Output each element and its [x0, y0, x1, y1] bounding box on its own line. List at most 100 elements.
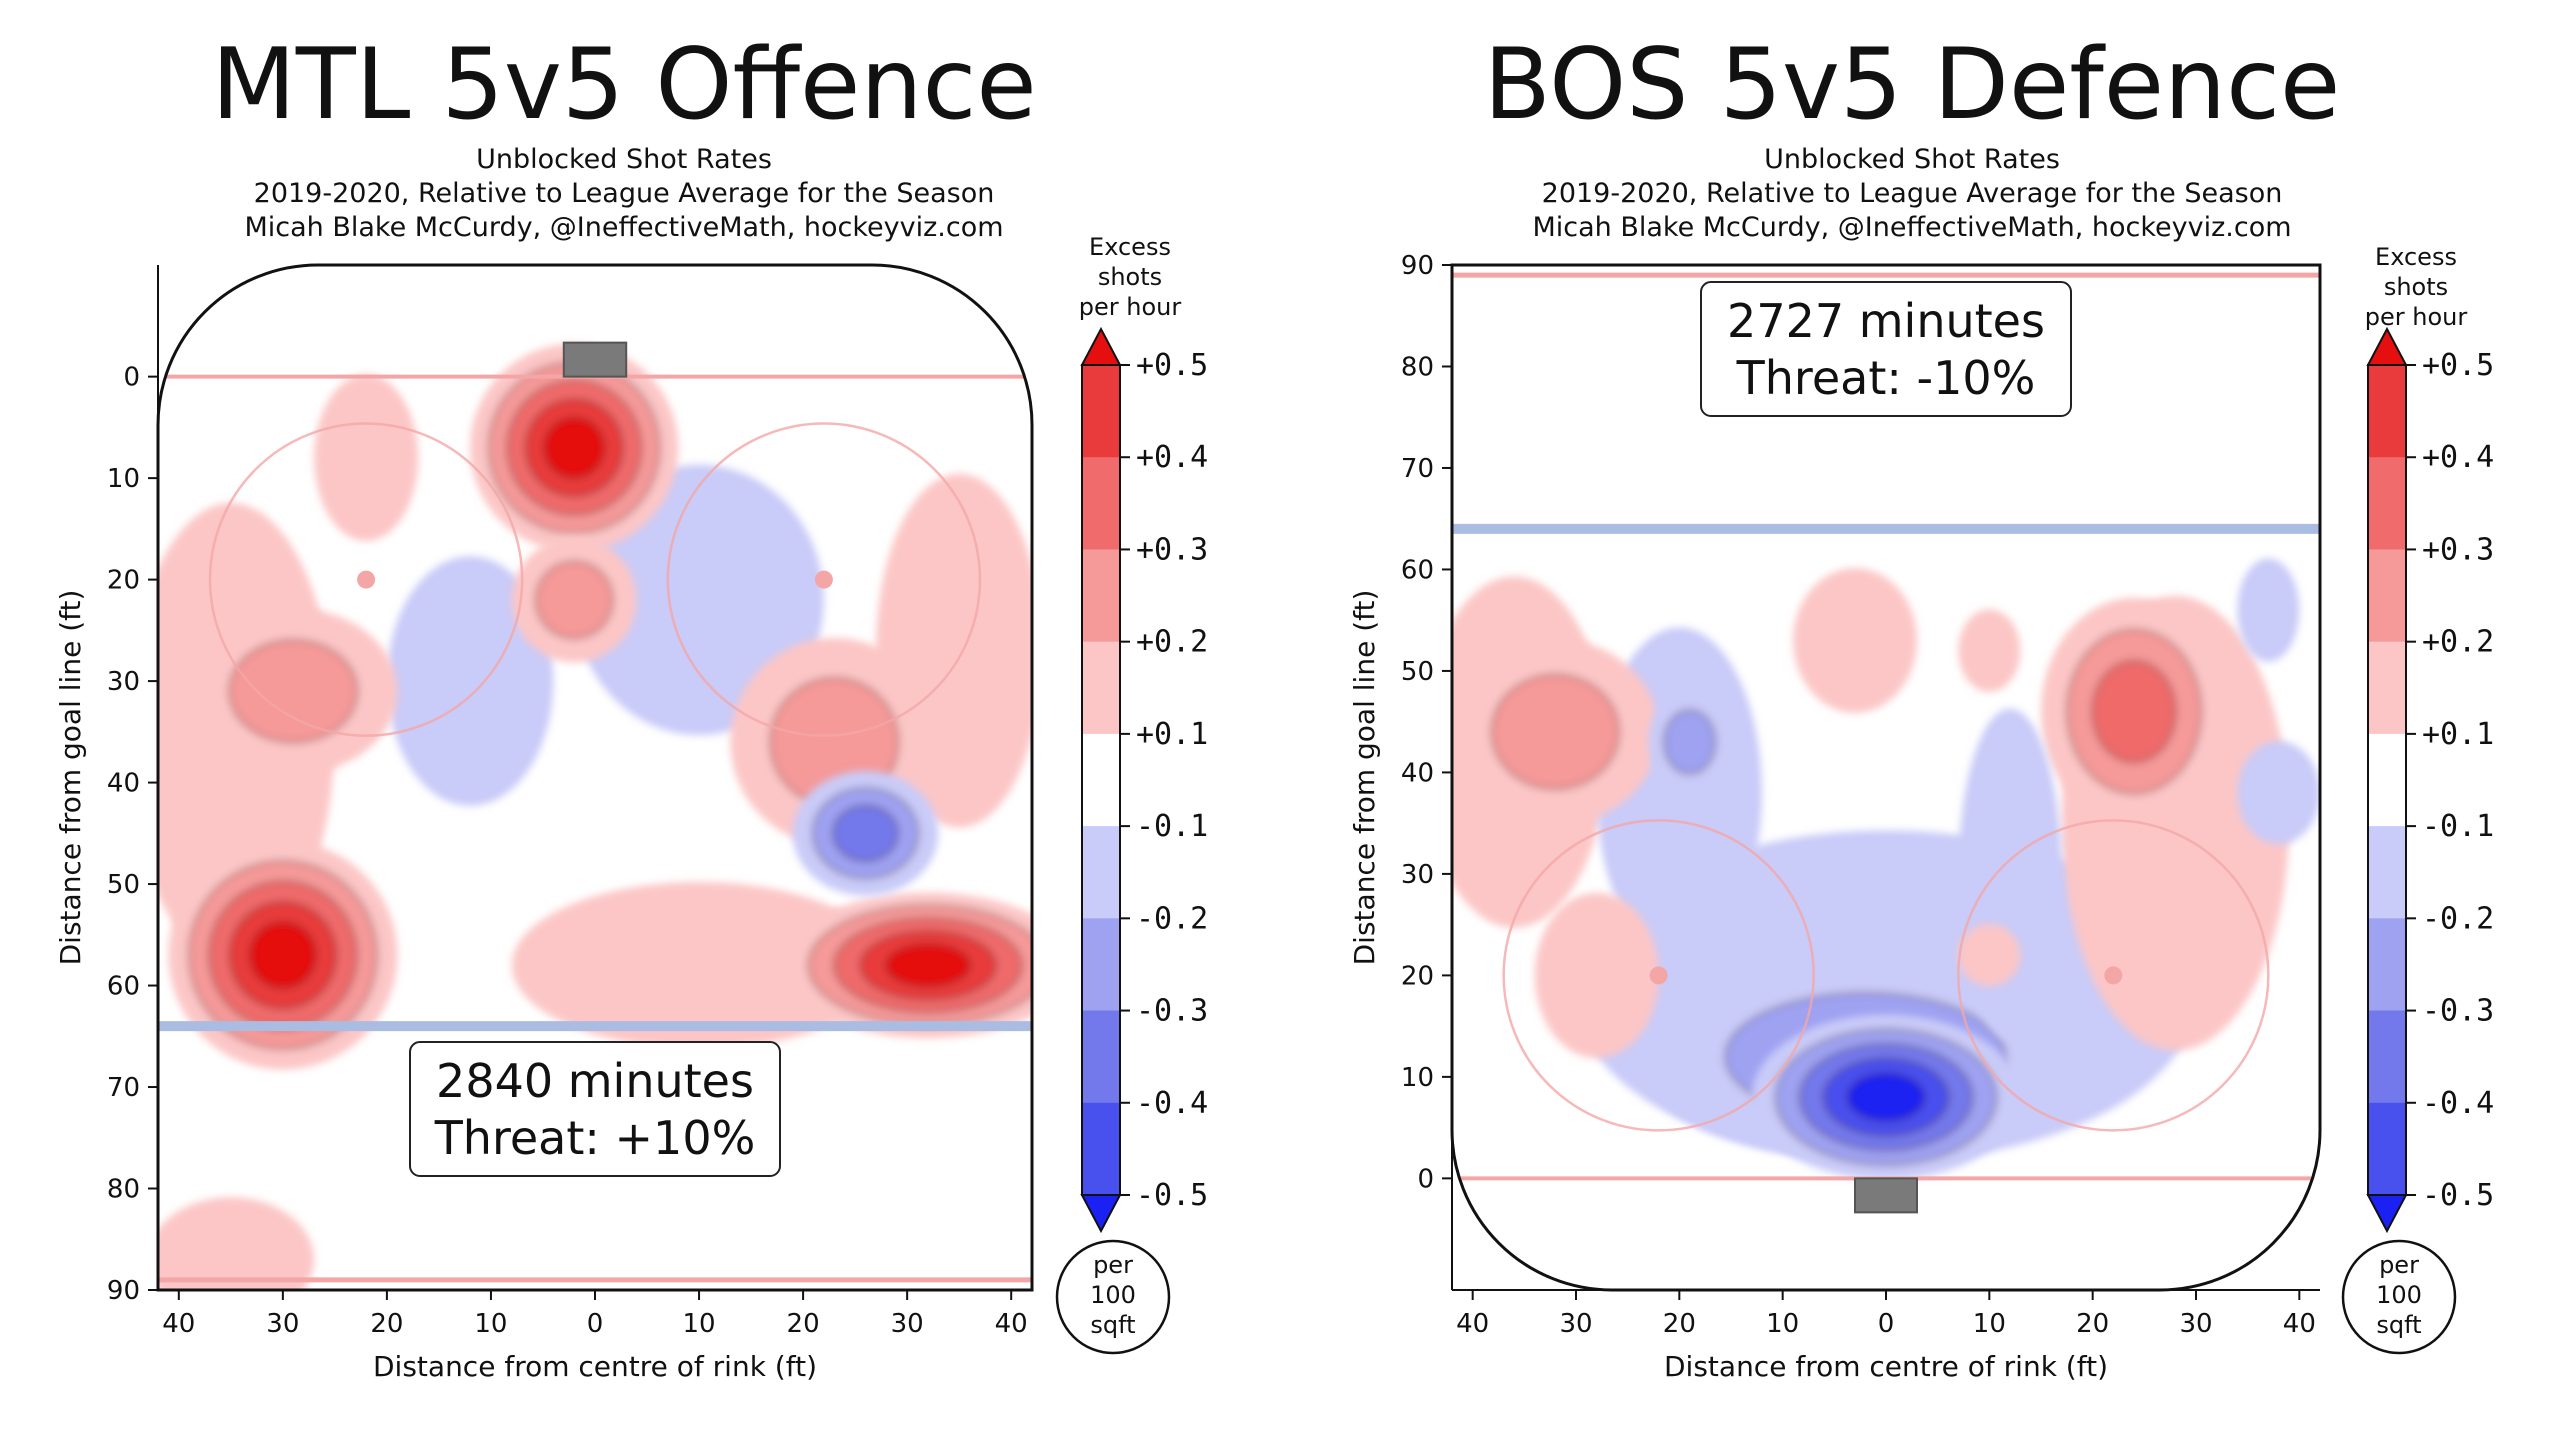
heat-blob	[511, 882, 887, 1049]
colorbar-bottom-arrow	[2366, 1194, 2408, 1234]
y-axis-label: Distance from goal line (ft)	[54, 590, 87, 966]
y-tick-label: 50	[107, 870, 140, 900]
colorbar-tick-label: -0.5	[1136, 1178, 1208, 1213]
colorbar-top-arrow	[1080, 326, 1122, 366]
colorbar-segment	[2368, 641, 2406, 735]
colorbar-bottom-arrow	[1080, 1194, 1122, 1234]
colorbar-segment	[2368, 733, 2406, 827]
chart-subtitle-line: Micah Blake McCurdy, @IneffectiveMath, h…	[244, 212, 1003, 243]
goal-net	[1854, 1177, 1918, 1214]
heat-blob	[1648, 690, 1731, 794]
rink-surface	[1452, 265, 2320, 1290]
colorbar-segment	[2368, 826, 2406, 919]
heat-blob	[1534, 892, 1659, 1059]
colorbar-tick-label: -0.1	[2422, 809, 2494, 844]
annotation-line: 2840 minutes	[436, 1054, 754, 1108]
heat-blob	[470, 343, 679, 552]
colorbar-label: shots	[2384, 273, 2448, 301]
unit-circle	[1055, 1239, 1171, 1355]
colorbar-tick-label: +0.3	[2422, 532, 2494, 567]
chart-subtitle-line: 2019-2020, Relative to League Average fo…	[254, 178, 995, 209]
x-axis-label: Distance from centre of rink (ft)	[1664, 1350, 2108, 1383]
chart-title: BOS 5v5 Defence	[1484, 28, 2341, 142]
faceoff-circle	[1957, 819, 2270, 1132]
x-tick-label: 20	[787, 1309, 820, 1339]
heat-blob	[792, 770, 939, 896]
colorbar-tick-label: +0.1	[2422, 717, 2494, 752]
rink-surface	[158, 265, 1032, 1290]
heat-blob	[1751, 1014, 2021, 1180]
faceoff-circle	[666, 422, 982, 737]
colorbar-segment	[1082, 1010, 1120, 1104]
colorbar-tick-label: -0.5	[2422, 1178, 2494, 1213]
x-tick-label: 0	[1878, 1309, 1895, 1339]
y-tick-label: 30	[1401, 860, 1434, 890]
colorbar-tick-label: +0.5	[2422, 348, 2494, 383]
colorbar-tick-label: +0.2	[1136, 625, 1208, 660]
x-tick-label: 20	[1663, 1309, 1696, 1339]
y-tick-label: 10	[107, 464, 140, 494]
faceoff-circle	[1502, 819, 1815, 1132]
colorbar-segment	[1082, 641, 1120, 735]
x-tick-label: 10	[1973, 1309, 2006, 1339]
heat-blob	[2237, 741, 2320, 845]
goal-net	[562, 341, 628, 378]
colorbar-segment	[2368, 1010, 2406, 1104]
y-tick-label: 80	[107, 1175, 140, 1205]
colorbar-tick-label: +0.1	[1136, 717, 1208, 752]
x-tick-label: 30	[891, 1309, 924, 1339]
colorbar-label: per hour	[1079, 293, 1182, 321]
colorbar-segment	[1082, 733, 1120, 827]
colorbar-segment	[2368, 918, 2406, 1012]
x-tick-label: 20	[370, 1309, 403, 1339]
annotation-line: Threat: +10%	[434, 1111, 756, 1165]
colorbar-segment	[1082, 365, 1120, 458]
x-axis-label: Distance from centre of rink (ft)	[373, 1350, 817, 1383]
heat-blob	[1793, 568, 1917, 713]
colorbar-tick-label: -0.3	[1136, 994, 1208, 1029]
x-tick-label: 40	[2283, 1309, 2316, 1339]
heat-blob	[158, 1197, 315, 1290]
y-tick-label: 20	[1401, 961, 1434, 991]
colorbar-label: per hour	[2365, 303, 2468, 331]
y-tick-label: 40	[107, 769, 140, 799]
chart-subtitle-line: Unblocked Shot Rates	[476, 144, 772, 175]
unit-circle	[2341, 1239, 2457, 1355]
heat-blob	[168, 840, 398, 1070]
y-tick-label: 60	[1401, 555, 1434, 585]
colorbar-label: shots	[1098, 263, 1162, 291]
y-tick-label: 10	[1401, 1063, 1434, 1093]
colorbar-tick-label: -0.1	[1136, 809, 1208, 844]
heat-blob	[189, 607, 398, 775]
colorbar-tick-label: -0.2	[2422, 901, 2494, 936]
x-tick-label: 40	[162, 1309, 195, 1339]
y-tick-label: 70	[107, 1073, 140, 1103]
colorbar-tick-label: +0.3	[1136, 532, 1208, 567]
heat-blob	[1958, 708, 2062, 1040]
colorbar-tick-label: +0.5	[1136, 348, 1208, 383]
colorbar-tick-label: -0.2	[1136, 901, 1208, 936]
x-tick-label: 40	[1456, 1309, 1489, 1339]
y-tick-label: 40	[1401, 758, 1434, 788]
unit-label: 100	[1090, 1281, 1136, 1309]
annotation-line: Threat: -10%	[1736, 351, 2036, 405]
colorbar-tick-label: -0.4	[2422, 1086, 2494, 1121]
x-tick-label: 40	[995, 1309, 1028, 1339]
unit-label: 100	[2376, 1281, 2422, 1309]
faceoff-dot	[357, 570, 376, 589]
unit-label: sqft	[2376, 1311, 2421, 1339]
heat-blob	[2237, 558, 2300, 662]
colorbar-tick-label: -0.3	[2422, 994, 2494, 1029]
y-tick-label: 20	[107, 566, 140, 596]
y-axis-label: Distance from goal line (ft)	[1348, 590, 1381, 966]
heat-blob	[1452, 638, 1659, 825]
y-tick-label: 90	[1401, 251, 1434, 281]
faceoff-dot	[814, 570, 833, 589]
colorbar-segment	[1082, 918, 1120, 1012]
heat-blob	[1958, 609, 2021, 692]
